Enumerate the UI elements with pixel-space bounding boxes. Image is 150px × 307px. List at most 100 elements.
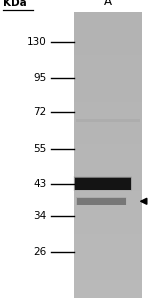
Bar: [74, 208, 142, 212]
Bar: [74, 66, 142, 69]
Bar: [74, 294, 142, 298]
Bar: [74, 169, 142, 173]
Text: 95: 95: [33, 73, 46, 83]
Bar: [74, 219, 142, 223]
Bar: [74, 137, 142, 141]
Bar: [74, 130, 142, 134]
Bar: [74, 191, 142, 194]
Bar: [74, 223, 142, 227]
Bar: [74, 187, 142, 191]
Bar: [74, 105, 142, 109]
Bar: [74, 166, 142, 169]
Bar: [74, 94, 142, 98]
Bar: [74, 258, 142, 262]
Bar: [74, 37, 142, 41]
Bar: [74, 180, 142, 184]
Bar: [75, 177, 130, 190]
Bar: [76, 197, 126, 205]
Bar: [74, 244, 142, 248]
Bar: [74, 102, 142, 105]
Bar: [74, 177, 131, 190]
Text: 55: 55: [33, 144, 46, 154]
Bar: [75, 197, 128, 206]
Bar: [74, 266, 142, 269]
Text: 43: 43: [33, 179, 46, 188]
Bar: [74, 76, 142, 80]
Text: KDa: KDa: [3, 0, 27, 8]
Bar: [76, 198, 126, 205]
Bar: [74, 287, 142, 291]
Bar: [74, 269, 142, 273]
Bar: [74, 241, 142, 244]
Bar: [74, 19, 142, 23]
Bar: [74, 98, 142, 102]
Bar: [74, 234, 142, 237]
Bar: [74, 184, 142, 187]
Bar: [76, 198, 126, 205]
Bar: [74, 276, 142, 280]
Bar: [74, 59, 142, 62]
Bar: [74, 48, 142, 52]
Bar: [74, 284, 142, 287]
Text: 130: 130: [27, 37, 46, 47]
Bar: [74, 30, 142, 34]
Bar: [74, 123, 142, 126]
Bar: [74, 62, 142, 66]
Bar: [74, 194, 142, 198]
Bar: [74, 162, 142, 166]
Bar: [74, 45, 142, 48]
Bar: [74, 155, 142, 159]
Bar: [74, 177, 132, 190]
Bar: [74, 26, 142, 30]
Bar: [74, 23, 142, 26]
Bar: [74, 227, 142, 230]
Bar: [74, 173, 142, 177]
Bar: [74, 112, 142, 116]
Bar: [74, 273, 142, 276]
Bar: [76, 119, 140, 122]
Bar: [74, 16, 142, 19]
Bar: [74, 34, 142, 37]
Bar: [74, 159, 142, 162]
Bar: [74, 230, 142, 234]
Bar: [74, 144, 142, 148]
Bar: [74, 262, 142, 266]
Bar: [74, 69, 142, 73]
Bar: [74, 91, 142, 94]
Bar: [74, 84, 142, 87]
Bar: [74, 109, 142, 112]
Bar: [74, 52, 142, 55]
Bar: [74, 126, 142, 130]
Text: 34: 34: [33, 212, 46, 221]
Text: 72: 72: [33, 107, 46, 117]
Bar: [74, 212, 142, 216]
Bar: [74, 41, 142, 45]
Bar: [74, 198, 142, 201]
Bar: [74, 134, 142, 137]
Bar: [74, 141, 142, 144]
Bar: [74, 280, 142, 284]
Text: 26: 26: [33, 247, 46, 257]
Bar: [74, 55, 142, 59]
Bar: [74, 148, 142, 151]
Bar: [74, 248, 142, 251]
Bar: [75, 177, 131, 190]
Bar: [75, 177, 130, 190]
Bar: [73, 177, 132, 191]
Bar: [74, 216, 142, 219]
Bar: [74, 87, 142, 91]
Bar: [74, 151, 142, 155]
Text: A: A: [104, 0, 112, 8]
Bar: [74, 119, 142, 123]
Bar: [75, 197, 127, 205]
Bar: [74, 201, 142, 205]
Bar: [74, 255, 142, 258]
Bar: [74, 12, 142, 16]
Bar: [74, 116, 142, 119]
Bar: [74, 177, 142, 180]
Bar: [74, 291, 142, 294]
Bar: [74, 73, 142, 76]
Bar: [74, 251, 142, 255]
Bar: [73, 176, 133, 191]
Bar: [74, 80, 142, 84]
